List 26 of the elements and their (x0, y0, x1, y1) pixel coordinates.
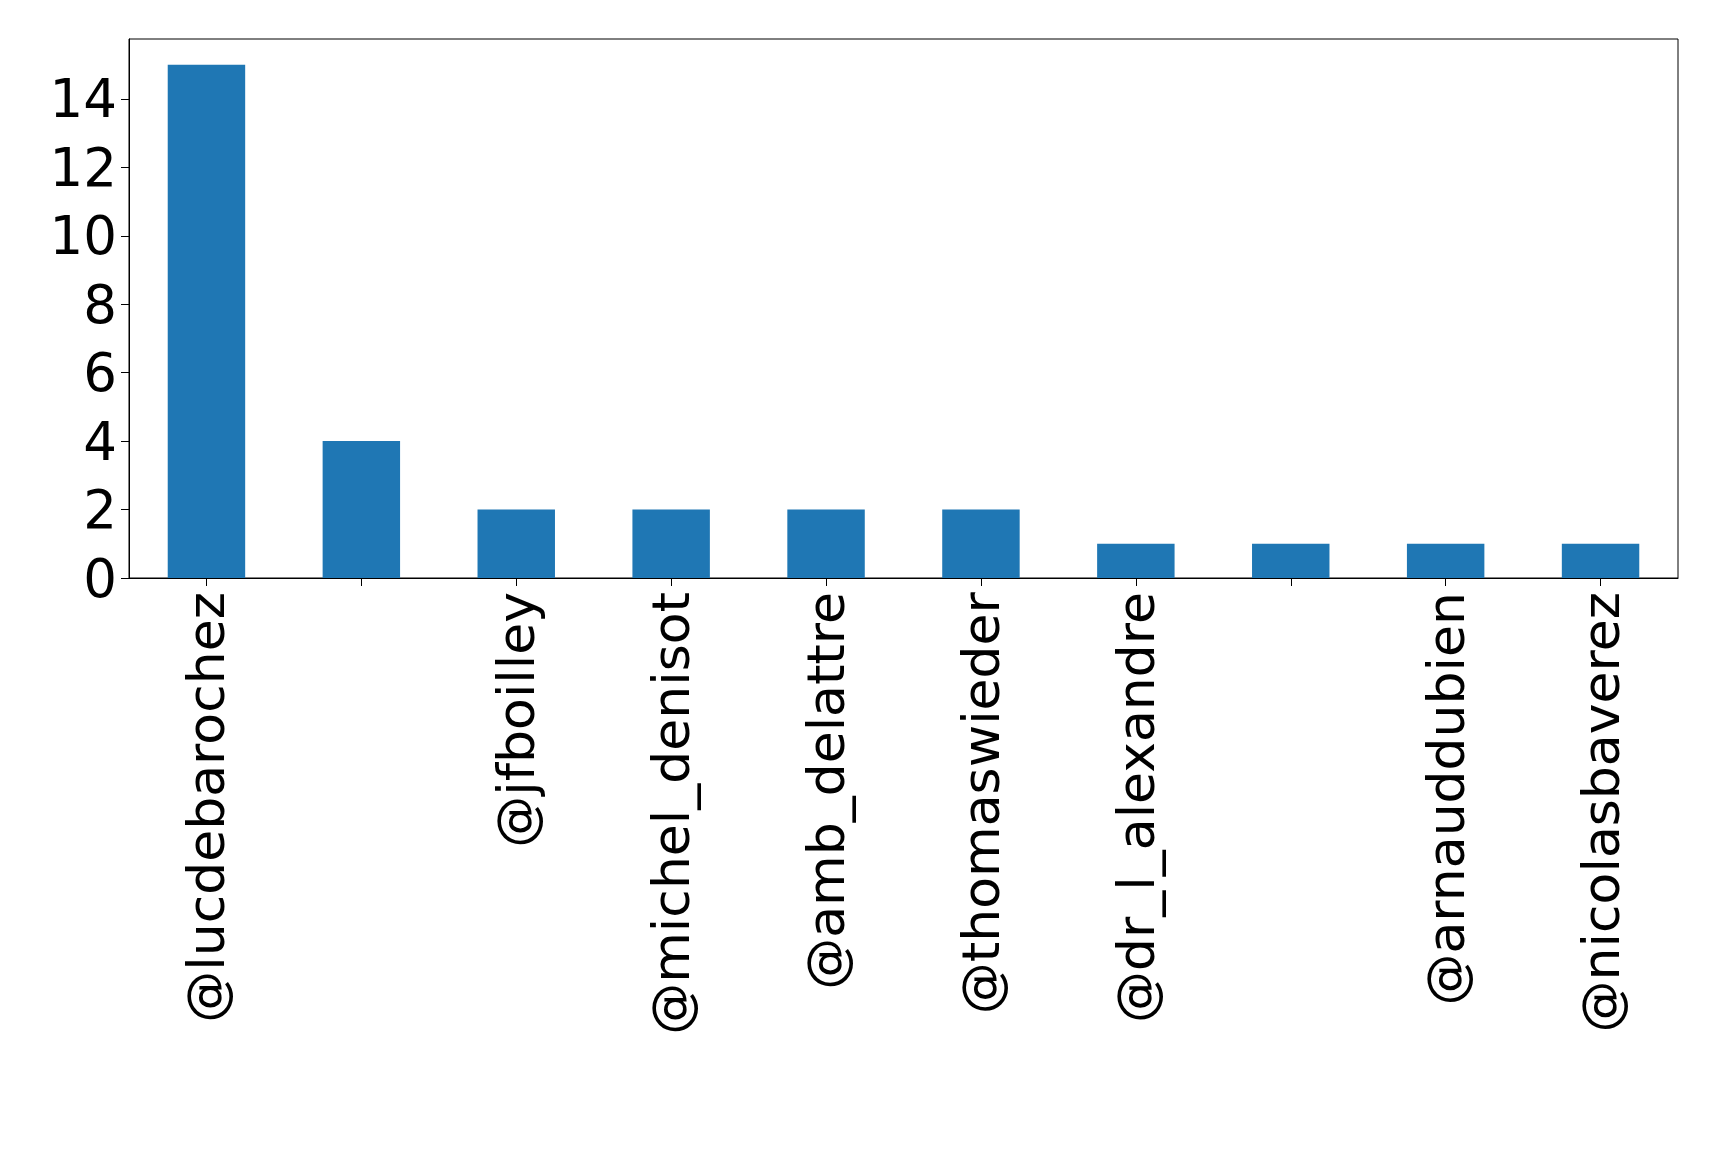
x-tick-label: @arnauddubien (1415, 592, 1476, 1006)
y-tick-label: 8 (83, 273, 117, 335)
x-tick-label: @lucdebarochez (176, 592, 237, 1023)
bar (1561, 543, 1640, 578)
x-tick-label: @nicolasbaverez (1570, 592, 1631, 1033)
y-tick-label: 10 (49, 205, 117, 267)
x-tick-label: @jfboilley (486, 592, 547, 848)
y-tick-label: 2 (83, 479, 117, 541)
y-tick-label: 6 (83, 342, 117, 404)
y-tick-label: 12 (49, 136, 117, 198)
x-tick-label: @michel_denisot (641, 592, 702, 1035)
bar (1252, 543, 1330, 578)
y-tick-label: 14 (49, 68, 117, 130)
bar (477, 509, 555, 578)
x-tick-label: @amb_delattre (796, 592, 857, 990)
x-tick-label: @thomaswieder (950, 591, 1011, 1015)
x-tick-label: @dr_l_alexandre (1105, 592, 1166, 1024)
bar (787, 509, 865, 578)
bar (1406, 543, 1485, 578)
bar (1097, 543, 1175, 578)
bar (632, 509, 710, 578)
y-tick-label: 0 (83, 547, 117, 609)
y-tick-label: 4 (83, 410, 117, 472)
bar (322, 441, 401, 578)
bar (167, 64, 246, 578)
bar (942, 509, 1020, 578)
